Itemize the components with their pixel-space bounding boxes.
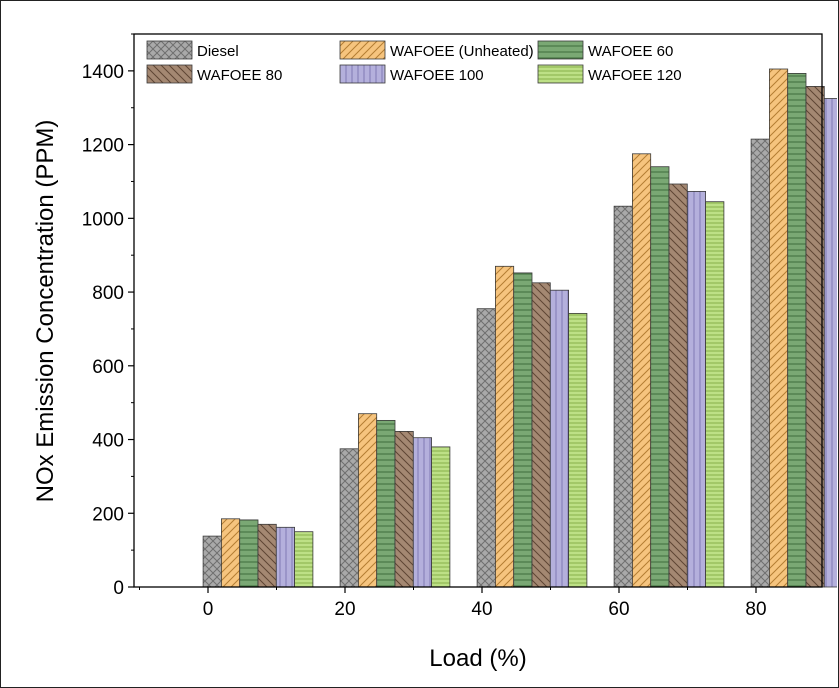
bar-wafoee-60-40 — [513, 272, 533, 588]
x-axis-ticks: 020406080100 — [139, 587, 767, 620]
legend-label: WAFOEE 100 — [390, 67, 484, 84]
bar-wafoee-80-60 — [668, 183, 688, 588]
legend-swatch — [537, 40, 584, 60]
bar-wafoee-80-20 — [394, 430, 414, 588]
legend-label: WAFOEE 80 — [197, 67, 282, 84]
y-axis-title: NOx Emission Concentration (PPM) — [32, 120, 59, 503]
bar-wafoee-unheated-40 — [494, 265, 515, 588]
bar-wafoee-100-60 — [686, 190, 706, 588]
bar-wafoee-100-0 — [275, 526, 295, 588]
bar-wafoee-60-60 — [650, 166, 670, 588]
y-tick-label: 1200 — [82, 136, 124, 157]
y-tick-label: 400 — [92, 431, 124, 452]
x-tick-label: 20 — [334, 599, 355, 620]
bar-wafoee-unheated-60 — [632, 153, 652, 588]
bar-wafoee-60-20 — [376, 419, 396, 588]
bar-wafoee-60-80 — [787, 73, 807, 588]
bar-wafoee-80-0 — [257, 523, 277, 588]
x-tick-label: 0 — [203, 599, 214, 620]
bar-wafoee-80-40 — [531, 282, 551, 588]
legend-swatch — [146, 64, 193, 84]
y-tick-label: 600 — [92, 357, 124, 378]
y-tick-label: 1400 — [82, 62, 124, 83]
y-tick-label: 0 — [113, 578, 124, 599]
y-axis-ticks: 0 200 400 600 800 1000 1200 1400 — [82, 33, 134, 599]
bar-wafoee-60-0 — [239, 519, 259, 588]
bar-wafoee-120-0 — [294, 531, 314, 588]
bar-wafoee-100-80 — [823, 98, 837, 588]
x-tick-label: 40 — [471, 599, 492, 620]
bar-wafoee-120-20 — [431, 446, 451, 588]
bar-diesel-0 — [202, 535, 222, 588]
y-tick-label: 200 — [92, 504, 124, 525]
x-tick-label: 60 — [608, 599, 629, 620]
legend-swatch — [537, 64, 584, 84]
bar-wafoee-100-40 — [549, 289, 569, 588]
bar-wafoee-unheated-80 — [769, 68, 789, 588]
plot-frame — [133, 33, 823, 588]
y-tick-label: 800 — [92, 283, 124, 304]
bar-wafoee-100-20 — [412, 437, 432, 588]
bar-diesel-80 — [750, 138, 770, 588]
legend-swatch — [339, 40, 386, 60]
bar-diesel-40 — [476, 308, 496, 588]
bar-wafoee-120-40 — [568, 312, 588, 588]
legend: Diesel WAFOEE (Unheated) WAFOEE 60 WAFOEE 8… — [146, 40, 682, 84]
x-axis-title: Load (%) — [429, 645, 526, 672]
legend-label: WAFOEE 120 — [588, 67, 682, 84]
bar-wafoee-120-60 — [705, 201, 725, 588]
legend-swatch — [146, 40, 193, 60]
bar-diesel-20 — [339, 448, 359, 588]
legend-swatch — [339, 64, 386, 84]
bars-layer — [202, 68, 837, 588]
bar-diesel-60 — [613, 205, 633, 588]
legend-label: Diesel — [197, 43, 239, 60]
bar-wafoee-unheated-20 — [357, 413, 378, 588]
y-tick-label: 1000 — [82, 209, 124, 230]
x-tick-label: 80 — [745, 599, 766, 620]
legend-label: WAFOEE 60 — [588, 43, 673, 60]
bar-wafoee-unheated-0 — [220, 518, 241, 588]
legend-label: WAFOEE (Unheated) — [390, 43, 534, 60]
